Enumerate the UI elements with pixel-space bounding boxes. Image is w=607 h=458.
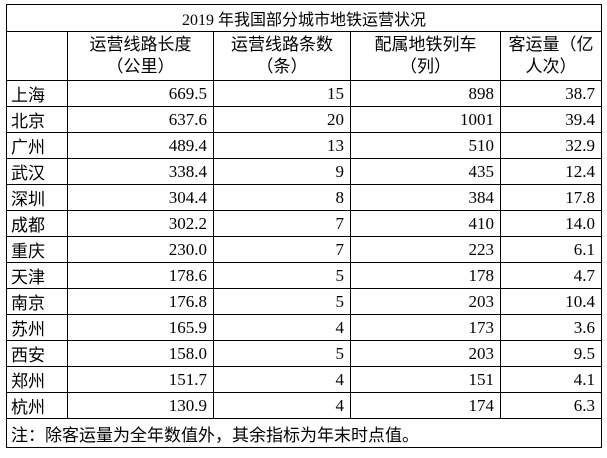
value-cell: 151.7	[67, 366, 214, 393]
table-body: 2019 年我国部分城市地铁运营状况运营线路长度 （公里） 运营线路条数 （条） 配属地…	[5, 4, 603, 448]
header-line: 运营线路条数	[231, 35, 333, 54]
value-cell: 10.4	[499, 288, 603, 315]
header-cell: 运营线路长度 （公里）	[67, 31, 214, 81]
value-cell: 176.8	[67, 288, 214, 315]
data-row: 西安 158.0 5 203 9.5	[6, 340, 603, 367]
value-cell: 14.0	[499, 210, 603, 237]
city-cell: 杭州	[6, 392, 68, 419]
city-cell: 武汉	[6, 158, 68, 185]
table-note: 注：除客运量为全年数值外，其余指标为年末时点值。	[5, 418, 603, 448]
value-cell: 9.5	[499, 340, 603, 367]
value-cell: 7	[213, 236, 351, 263]
value-cell: 13	[213, 132, 351, 159]
city-cell: 南京	[6, 288, 68, 315]
value-cell: 158.0	[67, 340, 214, 367]
data-row: 北京 637.6 20 1001 39.4	[6, 106, 603, 133]
value-cell: 5	[213, 340, 351, 367]
value-cell: 3.6	[499, 314, 603, 341]
city-cell: 天津	[6, 262, 68, 289]
city-cell: 广州	[6, 132, 68, 159]
value-cell: 302.2	[67, 210, 214, 237]
header-line: （公里）	[106, 57, 175, 76]
value-cell: 203	[350, 340, 501, 367]
city-cell: 深圳	[6, 184, 68, 211]
value-cell: 4	[213, 314, 351, 341]
value-cell: 4	[213, 392, 351, 419]
title-row: 2019 年我国部分城市地铁运营状况	[5, 4, 603, 32]
city-cell: 重庆	[6, 236, 68, 263]
data-row: 深圳 304.4 8 384 17.8	[6, 184, 603, 211]
value-cell: 9	[213, 158, 351, 185]
header-cell	[6, 31, 68, 81]
header-line: 配属地铁列车	[374, 35, 477, 54]
city-cell: 西安	[6, 340, 68, 367]
data-row: 杭州 130.9 4 174 6.3	[6, 392, 603, 419]
value-cell: 178.6	[67, 262, 214, 289]
city-cell: 上海	[6, 80, 68, 107]
value-cell: 15	[213, 80, 351, 107]
value-cell: 5	[213, 262, 351, 289]
header-line: （条）	[256, 57, 308, 76]
value-cell: 6.3	[499, 392, 603, 419]
value-cell: 669.5	[67, 80, 214, 107]
value-cell: 39.4	[499, 106, 603, 133]
data-row: 上海 669.5 15 898 38.7	[6, 80, 603, 107]
value-cell: 20	[213, 106, 351, 133]
city-cell: 北京	[6, 106, 68, 133]
value-cell: 12.4	[499, 158, 603, 185]
value-cell: 223	[350, 236, 501, 263]
value-cell: 203	[350, 288, 501, 315]
value-cell: 4.1	[499, 366, 603, 393]
value-cell: 5	[213, 288, 351, 315]
value-cell: 338.4	[67, 158, 214, 185]
value-cell: 6.1	[499, 236, 603, 263]
note-row: 注：除客运量为全年数值外，其余指标为年末时点值。	[5, 418, 603, 448]
header-row: 运营线路长度 （公里） 运营线路条数 （条） 配属地铁列车 （列） 客运量（亿人次）	[6, 31, 603, 81]
value-cell: 38.7	[499, 80, 603, 107]
table-title: 2019 年我国部分城市地铁运营状况	[5, 4, 603, 32]
value-cell: 151	[350, 366, 501, 393]
header-line: （列）	[400, 57, 451, 76]
value-cell: 489.4	[67, 132, 214, 159]
value-cell: 130.9	[67, 392, 214, 419]
value-cell: 17.8	[499, 184, 603, 211]
data-row: 郑州 151.7 4 151 4.1	[6, 366, 603, 393]
city-cell: 成都	[6, 210, 68, 237]
value-cell: 510	[350, 132, 501, 159]
value-cell: 4	[213, 366, 351, 393]
header-line: 客运量（亿	[508, 35, 594, 54]
data-row: 重庆 230.0 7 223 6.1	[6, 236, 603, 263]
value-cell: 637.6	[67, 106, 214, 133]
data-row: 广州 489.4 13 510 32.9	[6, 132, 603, 159]
value-cell: 304.4	[67, 184, 214, 211]
value-cell: 174	[350, 392, 501, 419]
header-cell: 客运量（亿人次）	[499, 31, 603, 81]
value-cell: 8	[213, 184, 351, 211]
data-row: 苏州 165.9 4 173 3.6	[6, 314, 603, 341]
header-line: 运营线路长度	[89, 35, 192, 54]
header-cell: 配属地铁列车 （列）	[350, 31, 501, 81]
value-cell: 32.9	[499, 132, 603, 159]
value-cell: 410	[350, 210, 501, 237]
value-cell: 178	[350, 262, 501, 289]
value-cell: 1001	[350, 106, 501, 133]
city-cell: 苏州	[6, 314, 68, 341]
data-row: 天津 178.6 5 178 4.7	[6, 262, 603, 289]
value-cell: 165.9	[67, 314, 214, 341]
value-cell: 7	[213, 210, 351, 237]
data-row: 武汉 338.4 9 435 12.4	[6, 158, 603, 185]
city-cell: 郑州	[6, 366, 68, 393]
value-cell: 898	[350, 80, 501, 107]
data-row: 南京 176.8 5 203 10.4	[6, 288, 603, 315]
header-cell: 运营线路条数 （条）	[213, 31, 351, 81]
metro-table: 2019 年我国部分城市地铁运营状况运营线路长度 （公里） 运营线路条数 （条） 配属地…	[5, 4, 603, 448]
value-cell: 384	[350, 184, 501, 211]
data-row: 成都 302.2 7 410 14.0	[6, 210, 603, 237]
value-cell: 4.7	[499, 262, 603, 289]
value-cell: 230.0	[67, 236, 214, 263]
value-cell: 435	[350, 158, 501, 185]
value-cell: 173	[350, 314, 501, 341]
header-line: 人次）	[525, 57, 577, 76]
